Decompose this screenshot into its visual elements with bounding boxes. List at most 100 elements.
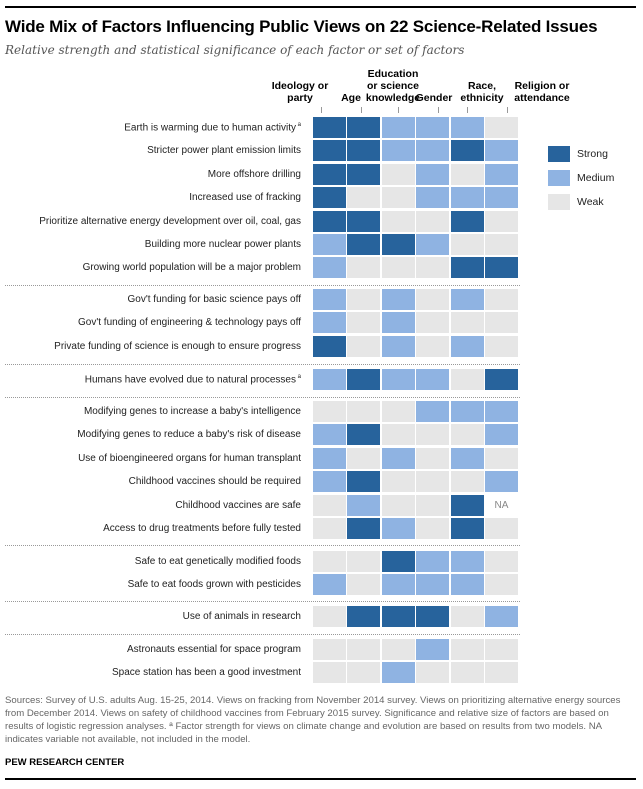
heatmap-cell <box>313 335 346 357</box>
row-label-text: Space station has been a good investment <box>111 667 301 679</box>
heatmap-cell <box>416 234 450 255</box>
heatmap-cell <box>313 447 346 469</box>
row-label: Growing world population will be a major… <box>83 262 301 273</box>
row-label: Modifying genes to reduce a baby's risk … <box>77 429 301 440</box>
row-label-text: Prioritize alternative energy developmen… <box>39 215 301 227</box>
column-header: Education or science knowledge <box>365 68 421 104</box>
heatmap-cell <box>416 369 450 390</box>
section-divider <box>5 397 520 398</box>
row-label: Stricter power plant emission limits <box>147 145 301 156</box>
row-label-text: Building more nuclear power plants <box>144 239 301 250</box>
bottom-rule <box>5 778 636 780</box>
section-divider <box>5 364 520 365</box>
heatmap-cell <box>313 471 346 493</box>
row-label: Prioritize alternative energy developmen… <box>39 216 301 227</box>
heatmap-cell <box>381 289 415 310</box>
heatmap-cell <box>347 494 381 516</box>
heatmap-cell <box>313 140 346 162</box>
heatmap-cell <box>313 518 346 539</box>
row-label-text: Gov't funding for basic science pays off <box>127 294 302 305</box>
column-header: Religion or attendance <box>514 80 570 104</box>
heatmap-cell <box>347 551 381 572</box>
heatmap-cell <box>485 163 518 185</box>
heatmap-cell <box>485 471 518 493</box>
heatmap-cell <box>347 574 381 596</box>
heatmap-cell <box>450 518 484 539</box>
heatmap-cell <box>313 606 346 627</box>
heatmap-cell <box>450 574 484 596</box>
row-label: Childhood vaccines should be required <box>129 476 301 487</box>
chart-subtitle: Relative strength and statistical signif… <box>5 43 465 57</box>
section-divider <box>5 285 520 286</box>
heatmap-cell <box>313 312 346 334</box>
row-label-text: Gov't funding of engineering & technolog… <box>78 317 301 329</box>
heatmap-cell <box>347 289 381 310</box>
heatmap-cell <box>485 234 518 255</box>
heatmap-cell <box>450 424 484 446</box>
section-divider <box>5 545 520 546</box>
heatmap-cell <box>416 117 450 138</box>
row-label: Space station has been a good investment <box>112 667 301 678</box>
heatmap-cell <box>416 447 450 469</box>
heatmap-cell <box>381 335 415 357</box>
heatmap-cell <box>416 401 450 422</box>
heatmap-cell <box>347 424 381 446</box>
heatmap-cell <box>416 606 450 627</box>
row-label: Safe to eat genetically modified foods <box>135 556 301 567</box>
column-header: Ideology or party <box>271 80 329 104</box>
column-bracket <box>459 107 468 113</box>
heatmap-cell <box>416 257 450 279</box>
heatmap-cell <box>313 210 346 232</box>
heatmap-cell <box>381 551 415 572</box>
heatmap-cell <box>313 639 346 660</box>
heatmap-cell <box>450 163 484 185</box>
legend-swatch <box>548 194 570 210</box>
row-label-text: Use of bioengineered organs for human tr… <box>78 452 301 464</box>
row-label-text: Growing world population will be a major… <box>82 262 301 274</box>
heatmap-cell <box>450 662 484 684</box>
heatmap-cell <box>313 424 346 446</box>
heatmap-cell <box>381 369 415 390</box>
heatmap-cell <box>381 518 415 539</box>
heatmap-cell <box>416 289 450 310</box>
heatmap-cell <box>485 289 518 310</box>
heatmap-cell <box>416 312 450 334</box>
heatmap-cell <box>347 518 381 539</box>
heatmap-cell <box>450 289 484 310</box>
heatmap-cell <box>485 639 518 660</box>
heatmap-cell <box>416 471 450 493</box>
heatmap-cell <box>416 163 450 185</box>
footnote-marker: a <box>295 374 301 380</box>
heatmap-cell <box>416 494 450 516</box>
row-label-text: More offshore drilling <box>207 168 301 180</box>
legend-label: Weak <box>577 196 604 208</box>
heatmap-cell <box>485 335 518 357</box>
heatmap-cell <box>347 210 381 232</box>
heatmap-cell <box>313 117 346 138</box>
heatmap-cell <box>313 163 346 185</box>
heatmap-cell <box>381 117 415 138</box>
heatmap-cell <box>381 401 415 422</box>
heatmap-cell <box>485 140 518 162</box>
chart-title: Wide Mix of Factors Influencing Public V… <box>5 17 598 36</box>
brand-label: PEW RESEARCH CENTER <box>5 757 125 768</box>
heatmap-cell <box>450 335 484 357</box>
heatmap-cell <box>347 401 381 422</box>
row-label-text: Use of animals in research <box>182 611 301 622</box>
heatmap-cell <box>485 117 518 138</box>
heatmap-cell <box>450 187 484 209</box>
column-bracket <box>321 107 330 113</box>
heatmap-cell <box>313 494 346 516</box>
heatmap-cell <box>450 401 484 422</box>
heatmap-cell <box>416 518 450 539</box>
heatmap-cell <box>381 140 415 162</box>
heatmap-cell <box>450 140 484 162</box>
heatmap-cell <box>450 312 484 334</box>
heatmap-cell <box>485 210 518 232</box>
heatmap-cell <box>381 257 415 279</box>
row-label: Humans have evolved due to natural proce… <box>85 374 301 385</box>
heatmap-cell <box>485 574 518 596</box>
column-bracket <box>430 107 440 113</box>
heatmap-cell <box>450 210 484 232</box>
